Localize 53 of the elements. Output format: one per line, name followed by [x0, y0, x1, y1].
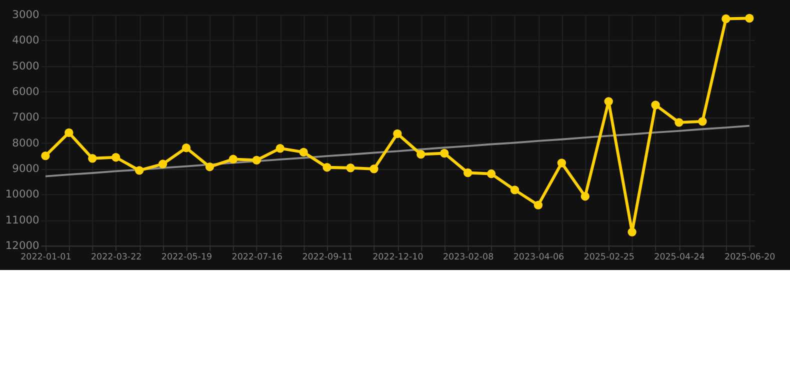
x-tick-label: 2025-04-24 [654, 252, 706, 263]
point [745, 14, 754, 23]
point [182, 144, 191, 152]
point [674, 118, 684, 127]
point [580, 192, 590, 201]
x-tick-label: 2022-12-10 [372, 252, 424, 263]
point [158, 160, 168, 168]
point [486, 169, 496, 178]
y-tick-label: 8000 [12, 136, 40, 150]
point [534, 200, 543, 210]
y-tick-label: 3000 [12, 8, 40, 22]
y-tick-label: 11000 [5, 213, 40, 226]
point [651, 100, 660, 110]
x-tick-label: 2025-02-25 [584, 252, 634, 263]
point [322, 163, 332, 172]
x-tick-label: 2023-02-08 [442, 252, 494, 263]
y-tick-label: 12000 [5, 239, 40, 252]
x-tick-label: 2025-06-20 [724, 252, 776, 263]
point [416, 150, 426, 159]
point [440, 148, 449, 158]
point [134, 166, 144, 175]
point [228, 154, 238, 164]
point [299, 148, 308, 157]
point [393, 129, 402, 138]
point [276, 144, 284, 153]
y-tick-label: 5000 [12, 59, 40, 72]
x-tick-label: 2022-07-16 [232, 252, 282, 263]
line-series [44, 124, 750, 178]
point [112, 153, 120, 162]
point [252, 156, 261, 165]
point [698, 117, 707, 126]
point [370, 164, 378, 174]
point [205, 162, 214, 172]
y-tick-label: 9000 [12, 162, 40, 176]
point [88, 154, 97, 163]
point [604, 97, 613, 106]
x-tick-label: 2022-09-11 [302, 252, 353, 263]
point [64, 128, 74, 138]
y-tick-label: 6000 [12, 85, 40, 98]
y-tick-label: 10000 [5, 188, 40, 201]
x-tick-label: 2022-01-01 [20, 252, 72, 263]
point [346, 164, 355, 172]
point [510, 186, 520, 194]
y-tick-label: 4000 [12, 34, 40, 47]
y-tick-label: 7000 [12, 110, 40, 124]
point [41, 151, 50, 160]
x-tick-label: 2022-03-22 [91, 252, 142, 263]
x-tick-label: 2023-04-06 [513, 252, 564, 263]
point [463, 168, 472, 178]
point [722, 14, 730, 24]
point [628, 228, 636, 236]
point [557, 158, 566, 168]
x-tick-label: 2022-05-19 [161, 252, 212, 263]
